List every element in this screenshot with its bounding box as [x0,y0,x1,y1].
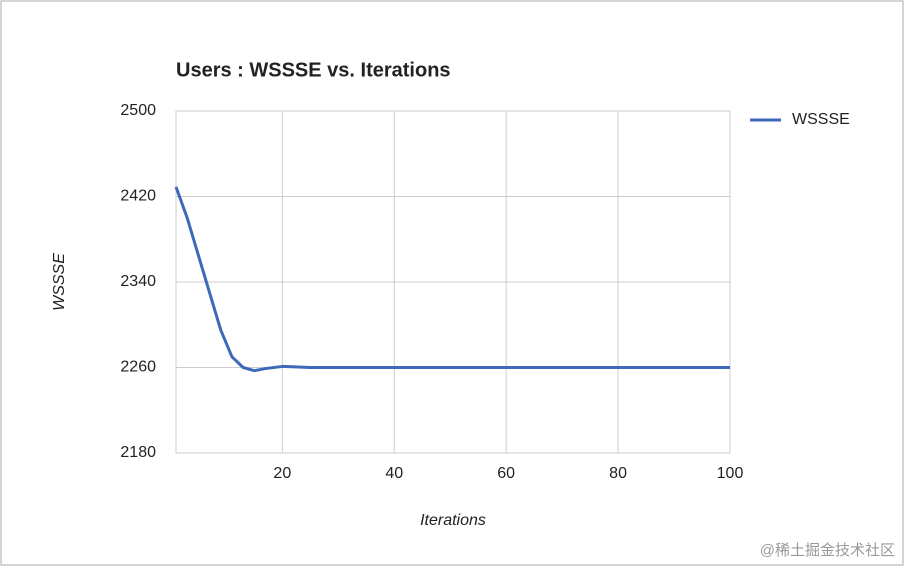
x-tick-label: 100 [717,465,744,482]
data-line [174,186,730,373]
y-tick-label: 2340 [120,273,156,290]
x-axis-label: Iterations [420,512,486,529]
x-tick-label: 20 [273,465,291,482]
y-tick-label: 2500 [120,102,156,119]
legend-label: WSSSE [792,111,850,128]
y-tick-label: 2260 [120,359,156,376]
watermark: @稀土掘金技术社区 [760,542,895,559]
chart-title: Users : WSSSE vs. Iterations [176,59,451,81]
y-tick-label: 2420 [120,188,156,205]
x-tick-label: 60 [497,465,515,482]
y-tick-label: 2180 [120,444,156,461]
x-tick-label: 40 [385,465,403,482]
y-axis-label: WSSSE [51,253,68,311]
x-tick-label: 80 [609,465,627,482]
